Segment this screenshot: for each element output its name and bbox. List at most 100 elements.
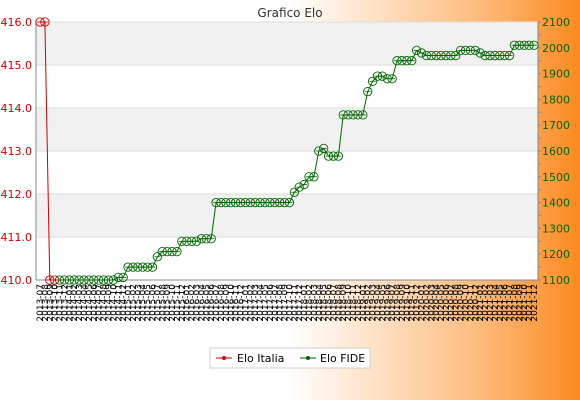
right-tick-label: 1200 — [542, 248, 570, 261]
data-point — [358, 110, 368, 120]
x-tick-label: 2021-01 — [476, 284, 486, 322]
right-tick-label: 1700 — [542, 119, 570, 132]
left-tick-label: 415.0 — [1, 59, 33, 72]
x-tick-label: 2014-06 — [90, 284, 100, 322]
x-tick-label: 2019-02 — [364, 284, 374, 322]
x-tick-label: 2014-05 — [85, 284, 95, 322]
x-tick-label: 2016-04 — [197, 284, 207, 322]
x-tick-label: 2018-06 — [325, 284, 335, 322]
x-tick-label: 2019-08 — [393, 284, 403, 322]
x-tick-label: 2019-09 — [398, 284, 408, 322]
left-tick-label: 411.0 — [1, 231, 33, 244]
x-tick-label: 2014-02 — [70, 284, 80, 322]
data-point — [319, 143, 329, 154]
x-tick-label: 2016-10 — [227, 284, 237, 322]
x-tick-label: 2017-10 — [285, 284, 295, 322]
right-tick-label: 1800 — [542, 93, 570, 106]
legend-label-italia: Elo Italia — [237, 352, 284, 365]
x-tick-label: 2014-08 — [100, 284, 110, 322]
x-tick-label: 2021-02 — [481, 284, 491, 322]
x-tick-label: 2017-12 — [295, 284, 305, 322]
data-point — [407, 56, 417, 66]
right-tick-label: 1100 — [542, 274, 570, 287]
x-tick-label: 2017-11 — [290, 284, 300, 322]
x-tick-label: 2016-02 — [188, 284, 198, 322]
x-tick-label: 2021-08 — [510, 284, 520, 322]
x-tick-label: 2020-01 — [418, 284, 428, 322]
x-tick-label: 2017-01 — [241, 284, 251, 322]
x-tick-label: 2018-04 — [315, 284, 325, 322]
x-tick-label: 2013-10 — [51, 284, 61, 322]
left-tick-label: 410.0 — [1, 274, 33, 287]
x-tick-label: 2021-04 — [491, 284, 501, 322]
chart-title: Grafico Elo — [257, 6, 322, 20]
data-point — [152, 252, 163, 262]
x-tick-label: 2021-10 — [520, 284, 530, 322]
x-tick-label: 2016-07 — [212, 284, 222, 322]
legend-marker-fide — [306, 356, 310, 360]
data-point — [309, 172, 319, 182]
data-point — [147, 262, 158, 272]
x-tick-label: 2018-09 — [339, 284, 349, 322]
x-tick-label: 2021-06 — [501, 284, 511, 322]
x-tick-label: 2016-08 — [217, 284, 227, 322]
x-tick-label: 2019-04 — [373, 284, 383, 322]
x-tick-label: 2016-12 — [237, 284, 247, 322]
x-tick-label: 2018-08 — [334, 284, 344, 322]
x-tick-label: 2021-09 — [515, 284, 525, 322]
x-tick-label: 2019-06 — [383, 284, 393, 322]
right-tick-label: 1500 — [542, 171, 570, 184]
x-tick-label: 2020-12 — [471, 284, 481, 322]
left-tick-label: 412.0 — [1, 188, 33, 201]
x-tick-label: 2014-01 — [65, 284, 75, 322]
data-point — [108, 275, 119, 285]
x-tick-label: 2020-02 — [422, 284, 432, 322]
legend-marker-italia — [222, 356, 226, 360]
x-tick-label: 2019-05 — [378, 284, 388, 322]
data-point — [475, 48, 485, 58]
x-tick-label: 2017-05 — [261, 284, 271, 322]
x-tick-label: 2018-01 — [300, 284, 310, 322]
data-point — [416, 48, 427, 58]
data-point — [299, 179, 309, 190]
x-tick-label: 2015-07 — [153, 284, 163, 322]
legend-box — [209, 347, 371, 369]
x-tick-label: 2018-03 — [310, 284, 320, 322]
x-tick-label: 2014-10 — [109, 284, 119, 322]
right-tick-label: 2100 — [542, 16, 570, 29]
x-tick-label: 2017-08 — [276, 284, 286, 322]
data-point — [172, 246, 182, 257]
x-tick-label: 2016-11 — [232, 284, 242, 322]
x-tick-label: 2017-07 — [271, 284, 281, 322]
grid-band — [36, 194, 538, 237]
x-tick-label: 2014-03 — [75, 284, 85, 322]
x-tick-label: 2014-11 — [114, 284, 124, 322]
x-tick-label: 2020-05 — [437, 284, 447, 322]
right-tick-label: 1400 — [542, 197, 570, 210]
x-tick-label: 2016-01 — [183, 284, 193, 322]
left-tick-label: 414.0 — [1, 102, 33, 115]
right-tick-label: 1600 — [542, 145, 570, 158]
x-tick-label: 2013-07 — [36, 284, 46, 322]
left-tick-label: 413.0 — [1, 145, 33, 158]
x-tick-label: 2019-11 — [408, 284, 418, 322]
x-tick-label: 2020-04 — [432, 284, 442, 322]
x-tick-label: 2016-03 — [193, 284, 203, 322]
data-point — [451, 50, 461, 61]
x-tick-label: 2020-10 — [462, 284, 472, 322]
right-tick-label: 2000 — [542, 42, 570, 55]
x-tick-label: 2015-12 — [178, 284, 188, 322]
data-point — [294, 182, 304, 192]
x-tick-label: 2019-10 — [403, 284, 413, 322]
x-tick-label: 2020-08 — [452, 284, 462, 322]
right-tick-label: 1900 — [542, 68, 570, 81]
x-tick-label: 2016-06 — [207, 284, 217, 322]
x-tick-label: 2013-08 — [41, 284, 51, 322]
grid-band — [36, 22, 538, 65]
x-tick-label: 2015-05 — [144, 284, 154, 322]
x-tick-label: 2015-01 — [124, 284, 134, 322]
x-tick-label: 2020-03 — [427, 284, 437, 322]
data-point — [470, 45, 480, 56]
